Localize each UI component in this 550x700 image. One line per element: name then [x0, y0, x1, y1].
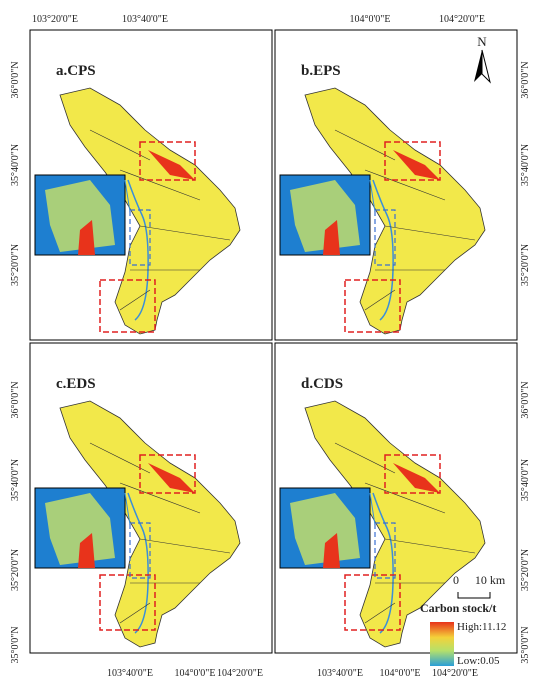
- lon-label: 103°40'0"E: [122, 14, 168, 25]
- river: [372, 179, 394, 321]
- panel-title: c.EDS: [56, 376, 96, 392]
- focus-box: [384, 454, 441, 494]
- lon-label: 104°20'0"E: [217, 668, 263, 679]
- lon-label: 103°40'0"E: [107, 668, 153, 679]
- river: [372, 492, 394, 634]
- lat-label: 36°0'0"N: [10, 381, 21, 418]
- high-zone: [393, 463, 440, 493]
- focus-box: [384, 141, 441, 181]
- north-label: N: [477, 34, 487, 49]
- lat-label: 35°20'0"N: [10, 244, 21, 286]
- focus-box: [374, 522, 396, 579]
- lon-label: 104°0'0"E: [380, 668, 421, 679]
- inset-leader: [369, 492, 376, 526]
- map-panel: d.CDS: [274, 342, 518, 654]
- panel-title: d.CDS: [301, 376, 343, 392]
- lon-label: 103°40'0"E: [317, 668, 363, 679]
- legend-high: High:11.12: [457, 621, 506, 633]
- focus-box: [139, 454, 196, 494]
- lon-label: 103°20'0"E: [32, 14, 78, 25]
- focus-box: [344, 279, 401, 333]
- lon-label: 104°20'0"E: [439, 14, 485, 25]
- map-panel: a.CPS: [29, 29, 273, 341]
- focus-box: [344, 574, 401, 631]
- lat-label: 35°40'0"N: [520, 144, 531, 186]
- focus-box: [129, 522, 151, 579]
- river: [127, 492, 149, 634]
- scale-bar: 0 10 km: [453, 573, 506, 599]
- lon-label: 104°0'0"E: [175, 668, 216, 679]
- focus-box: [129, 209, 151, 266]
- focus-box: [99, 279, 156, 333]
- lat-label: 35°40'0"N: [10, 144, 21, 186]
- lat-label: 35°40'0"N: [10, 459, 21, 501]
- focus-box: [99, 574, 156, 631]
- boundaries: [334, 129, 476, 311]
- boundaries: [89, 129, 231, 311]
- scale-start: 0: [453, 573, 459, 587]
- north-arrow: N: [474, 34, 491, 84]
- inset-land: [290, 180, 360, 252]
- boundaries: [89, 442, 231, 624]
- high-zone: [393, 150, 440, 180]
- lat-label: 35°0'0"N: [520, 626, 531, 663]
- inset-leader: [124, 492, 131, 526]
- lat-label: 35°40'0"N: [520, 459, 531, 501]
- high-zone: [148, 463, 195, 493]
- boundaries: [334, 442, 476, 624]
- inset-high: [78, 533, 95, 568]
- panels: a.CPS b.EPS c.EDS d.CDS: [29, 29, 518, 654]
- map-panel: b.EPS: [274, 29, 518, 341]
- inset-high: [323, 533, 340, 568]
- inset-high: [78, 220, 95, 255]
- river: [127, 179, 149, 321]
- scale-end: 10 km: [475, 573, 506, 587]
- high-zone: [148, 150, 195, 180]
- inset-land: [45, 180, 115, 252]
- inset-high: [323, 220, 340, 255]
- lon-label: 104°20'0"E: [432, 668, 478, 679]
- lat-label: 36°0'0"N: [520, 61, 531, 98]
- legend-title: Carbon stock/t: [420, 601, 496, 615]
- legend-low: Low:0.05: [457, 655, 500, 667]
- focus-box: [139, 141, 196, 181]
- panel-title: b.EPS: [301, 63, 341, 79]
- legend: Carbon stock/t High:11.12 Low:0.05: [420, 601, 506, 667]
- inset-land: [45, 493, 115, 565]
- legend-ramp: [430, 622, 454, 666]
- lat-label: 35°0'0"N: [10, 626, 21, 663]
- lat-label: 35°20'0"N: [10, 549, 21, 591]
- lat-label: 36°0'0"N: [10, 61, 21, 98]
- focus-box: [374, 209, 396, 266]
- inset-leader: [369, 179, 376, 213]
- lat-label: 36°0'0"N: [520, 381, 531, 418]
- inset-leader: [124, 179, 131, 213]
- lon-label: 104°0'0"E: [350, 14, 391, 25]
- panel-title: a.CPS: [56, 63, 96, 79]
- lat-label: 35°20'0"N: [520, 549, 531, 591]
- inset-land: [290, 493, 360, 565]
- map-panel: c.EDS: [29, 342, 273, 654]
- lat-label: 35°20'0"N: [520, 244, 531, 286]
